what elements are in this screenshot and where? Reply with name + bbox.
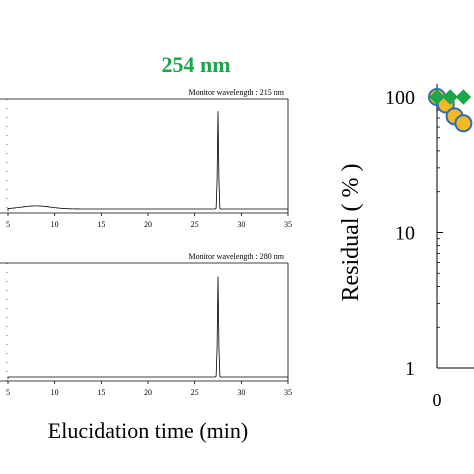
y-axis-label: Residual ( % ) [338,164,364,302]
x-tick-label: 10 [51,220,59,229]
x-tick-label: 30 [237,220,245,229]
monitor-wavelength-label: Monitor wavelength : 280 nm [188,252,284,261]
chromatogram-bottom-panel: Monitor wavelength : 280 nm 5 10 15 20 25 30 35 [0,252,292,397]
x-tick-label: 25 [191,220,199,229]
chromatogram-trace [7,276,288,379]
x-tick-label: 5 [6,220,10,229]
x-tick-label: 35 [284,220,292,229]
x-tick-label: 20 [144,220,152,229]
x-tick-label: 15 [97,220,105,229]
chromatogram-trace [7,111,288,211]
x-tick-label: 20 [144,388,152,397]
x-tick-label: 5 [6,388,10,397]
monitor-wavelength-label: Monitor wavelength : 215 nm [188,88,284,97]
x-tick-label: 0 [433,390,442,410]
y-tick-label: 100 [385,87,415,109]
x-tick-label: 35 [284,388,292,397]
wavelength-heading: 254 nm [161,52,230,77]
chromatogram-top-panel: Monitor wavelength : 215 nm 5 10 15 20 25 30 35 [0,88,292,229]
x-tick-label: 25 [191,388,199,397]
x-tick-label: 30 [237,388,245,397]
data-point-diamond [442,89,458,105]
x-tick-label: 10 [51,388,59,397]
data-point-circle [454,114,473,133]
residual-panel: 1 10 100 0 Residual ( % ) [338,84,474,410]
y-tick-label: 1 [405,358,415,380]
x-tick-label: 15 [97,388,105,397]
x-axis-label: Elucidation time (min) [48,418,248,443]
y-tick-label: 10 [395,223,415,245]
data-point-diamond [455,89,472,105]
data-point-diamond [429,89,445,105]
